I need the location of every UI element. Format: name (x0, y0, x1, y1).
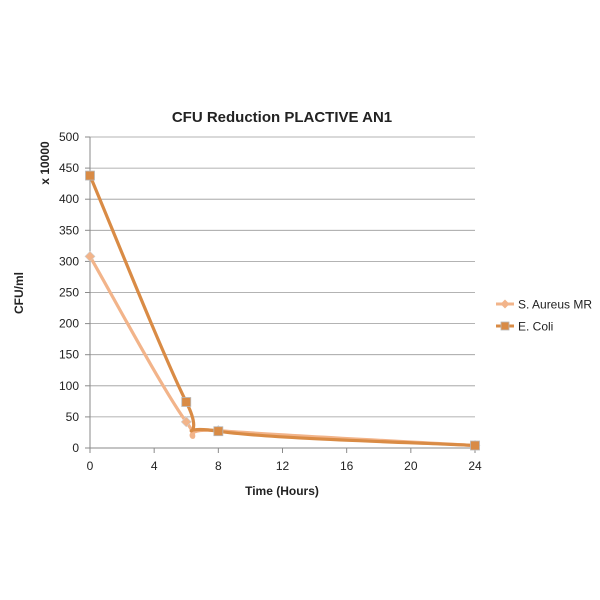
data-point (85, 170, 95, 181)
data-point (470, 440, 480, 451)
y-tick-label: 450 (59, 161, 79, 175)
gridlines (90, 136, 475, 418)
y-tick-label: 200 (59, 317, 79, 331)
series-line (88, 173, 477, 448)
x-tick-label: 4 (151, 459, 158, 473)
axes (85, 136, 476, 453)
y-tick-labels: 0 50 100 150 200 250 300 350 400 450 500 (59, 130, 79, 455)
legend-item: E. Coli (496, 320, 553, 334)
x-axis-label: Time (Hours) (245, 484, 319, 498)
y-tick-label: 0 (72, 441, 79, 455)
data-point (181, 397, 192, 407)
x-tick-label: 0 (87, 459, 94, 473)
data-point (213, 426, 224, 437)
legend-swatch-marker (500, 321, 510, 331)
legend-swatch-marker (500, 299, 510, 309)
legend-label: E. Coli (518, 320, 553, 334)
y-tick-label: 250 (59, 286, 79, 300)
series-0 (84, 250, 481, 451)
y-tick-label: 100 (59, 379, 79, 393)
chart-title: CFU Reduction PLACTIVE AN1 (172, 109, 392, 126)
y-axis-multiplier: x 10000 (38, 141, 52, 185)
data-point (180, 416, 192, 428)
x-tick-label: 24 (468, 459, 482, 473)
legend-item: S. Aureus MR (496, 298, 592, 312)
legend-label: S. Aureus MR (518, 298, 592, 312)
y-tick-label: 300 (59, 254, 79, 268)
y-tick-label: 350 (59, 223, 79, 237)
y-tick-label: 50 (66, 410, 80, 424)
series-1 (85, 170, 480, 451)
y-tick-label: 400 (59, 192, 79, 206)
x-tick-labels: 0 4 8 12 16 20 24 (87, 459, 482, 473)
legend: S. Aureus MR E. Coli (496, 298, 592, 334)
y-tick-label: 500 (59, 130, 79, 144)
x-tick-label: 20 (404, 459, 418, 473)
x-tick-label: 12 (276, 459, 290, 473)
y-tick-label: 150 (59, 348, 79, 362)
x-tick-label: 8 (215, 459, 222, 473)
data-point (84, 250, 96, 262)
y-axis-label: CFU/ml (12, 272, 26, 314)
x-tick-label: 16 (340, 459, 354, 473)
series-group (84, 170, 481, 451)
